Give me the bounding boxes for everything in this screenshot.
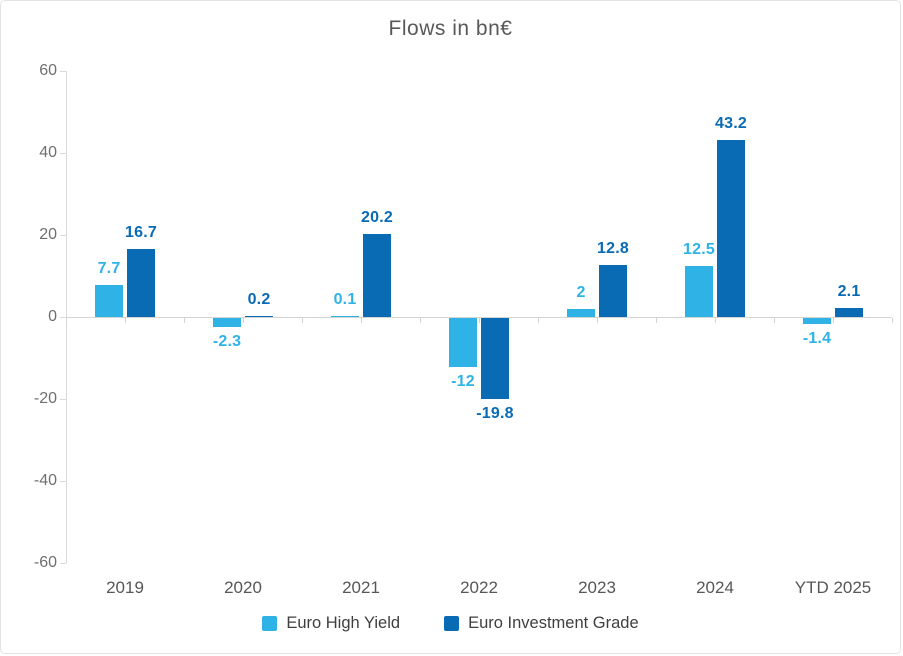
x-axis-tick [125,318,126,323]
bar-value-label: 12.5 [683,240,715,258]
bar-euro-high-yield [567,308,595,317]
y-axis-tick [60,153,66,154]
y-axis-tick [60,399,66,400]
bar-value-label: 7.7 [97,260,121,278]
x-axis-tick [538,318,539,323]
y-axis-tick [60,481,66,482]
bar-euro-investment-grade [245,316,273,317]
legend-item: Euro High Yield [262,613,400,633]
y-axis-label: -20 [33,390,57,407]
bar-euro-high-yield [449,318,477,368]
x-axis-tick [715,318,716,323]
x-axis-tick [656,318,657,323]
x-category-label: 2019 [106,578,144,597]
x-axis-tick [243,318,244,323]
bar-value-label: 43.2 [715,114,747,132]
x-axis-tick [302,318,303,323]
x-axis-tick [361,318,362,323]
bar-value-label: -19.8 [476,405,514,423]
bar-value-label: -1.4 [802,329,832,347]
x-category-label: 2023 [578,578,616,597]
bar-euro-high-yield [213,318,241,328]
bar-euro-investment-grade [127,248,155,317]
x-category-label: YTD 2025 [794,578,872,597]
x-category-label: 2021 [342,578,380,597]
x-category-label: 2020 [224,578,262,597]
legend-swatch-icon [444,615,460,631]
x-axis-tick [774,318,775,323]
x-axis-tick [892,318,893,323]
bar-value-label: 0.2 [247,291,271,308]
bar-euro-high-yield [803,318,831,324]
y-axis-label: 0 [48,308,57,325]
y-axis-label: -40 [33,472,57,489]
x-axis-tick [420,318,421,323]
bar-euro-high-yield [331,316,359,317]
bar-euro-high-yield [95,285,123,317]
bar-value-label: 16.7 [125,223,157,241]
bar-euro-high-yield [685,265,713,317]
x-axis-tick [66,318,67,323]
zero-line [66,317,892,318]
x-axis-tick [597,318,598,323]
bar-euro-investment-grade [363,234,391,317]
bar-euro-investment-grade [481,318,509,400]
legend-label: Euro Investment Grade [468,614,639,632]
x-axis-tick [833,318,834,323]
y-axis-label: 40 [39,144,57,161]
bar-euro-investment-grade [835,308,863,317]
legend: Euro High Yield Euro Investment Grade [1,613,900,633]
x-axis-tick [184,318,185,323]
legend-item: Euro Investment Grade [444,613,639,633]
x-category-label: 2024 [696,578,734,597]
bar-value-label: -2.3 [212,333,242,351]
bar-value-label: 0.1 [333,291,357,308]
legend-label: Euro High Yield [286,614,401,632]
y-axis-tick [60,71,66,72]
bar-value-label: 20.2 [361,209,393,227]
y-axis-label: 20 [39,226,57,243]
y-axis-tick [60,235,66,236]
chart-title: Flows in bn€ [388,17,513,40]
bar-value-label: -12 [451,373,475,391]
y-axis-label: -60 [33,554,57,571]
bar-value-label: 2 [576,283,586,301]
bar-euro-investment-grade [717,139,745,317]
x-category-label: 2022 [460,578,498,597]
y-axis-tick [60,563,66,564]
legend-swatch-icon [262,615,278,631]
y-axis-tick [60,317,66,318]
bar-value-label: 12.8 [597,239,629,257]
bar-value-label: 2.1 [837,283,861,301]
y-axis-label: 60 [39,62,57,79]
x-axis-tick [479,318,480,323]
bar-euro-investment-grade [599,264,627,317]
